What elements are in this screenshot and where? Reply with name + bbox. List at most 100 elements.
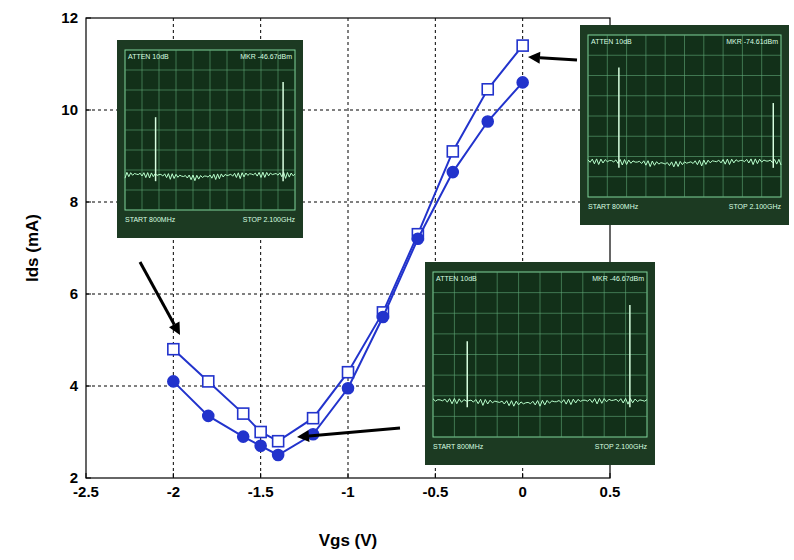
inset-text: ATTEN 10dB xyxy=(128,53,169,60)
inset-grid xyxy=(588,136,781,137)
inset-grid xyxy=(588,55,781,56)
inset-text: ATTEN 10dB xyxy=(436,275,477,282)
axis-title: Ids (mA) xyxy=(23,214,42,282)
data-point xyxy=(203,410,214,421)
tick xyxy=(435,473,436,478)
inset-spike xyxy=(629,305,631,407)
data-point xyxy=(273,450,284,461)
inset-text: MKR -74.61dBm xyxy=(726,38,778,45)
inset-bg xyxy=(117,40,303,238)
tick-label: 0 xyxy=(518,483,526,500)
data-point xyxy=(168,376,179,387)
inset-text: STOP 2.100GHz xyxy=(243,216,296,223)
inset-spike xyxy=(155,117,157,181)
tick-label: 4 xyxy=(70,377,79,394)
inset-grid xyxy=(433,354,647,355)
data-point xyxy=(482,84,493,95)
data-point xyxy=(377,312,388,323)
inset-spike xyxy=(773,103,775,168)
tick-label: 0.5 xyxy=(600,483,621,500)
tick-label: 12 xyxy=(61,9,78,26)
inset-grid xyxy=(433,333,647,334)
tick xyxy=(86,294,91,295)
inset-text: MKR -46.67dBm xyxy=(240,53,292,60)
data-point xyxy=(482,116,493,127)
inset-screen xyxy=(125,50,295,210)
data-point xyxy=(517,77,528,88)
data-point xyxy=(238,408,249,419)
chart: -2.5-2-1.5-1-0.500.524681012Vgs (V)Ids (… xyxy=(0,0,794,560)
arrow-head xyxy=(169,322,180,335)
inset-text: START 800MHz xyxy=(433,443,484,450)
inset-text: STOP 2.100GHz xyxy=(595,443,648,450)
inset-screen xyxy=(588,35,781,197)
tick xyxy=(173,473,174,478)
data-point xyxy=(203,376,214,387)
arrow-head xyxy=(297,430,309,442)
data-point xyxy=(238,431,249,442)
data-point xyxy=(168,344,179,355)
tick xyxy=(522,473,523,478)
arrow xyxy=(309,428,400,436)
spectrum-inset: ATTEN 10dB MKR -74.61dBm START 800MHz STOP … xyxy=(580,25,789,225)
tick-label: 6 xyxy=(70,285,78,302)
inset-grid xyxy=(125,130,295,131)
tick-label: 8 xyxy=(70,193,78,210)
data-point xyxy=(343,383,354,394)
data-point xyxy=(447,167,458,178)
inset-text: START 800MHz xyxy=(588,203,639,210)
spectrum-inset: ATTEN 10dB MKR -46.67dBm START 800MHz STOP … xyxy=(117,40,303,238)
inset-text: ATTEN 10dB xyxy=(591,38,632,45)
inset-grid xyxy=(588,176,781,177)
tick-label: -2 xyxy=(167,483,180,500)
inset-screen xyxy=(433,272,647,437)
tick-label: 2 xyxy=(70,469,78,486)
tick xyxy=(86,386,91,387)
data-point xyxy=(517,40,528,51)
inset-text: START 800MHz xyxy=(125,216,176,223)
inset-trace xyxy=(433,398,647,406)
inset-grid xyxy=(588,75,781,76)
inset-grid xyxy=(433,313,647,314)
data-point xyxy=(343,367,354,378)
inset-grid xyxy=(588,156,781,157)
spectrum-inset: ATTEN 10dB MKR -46.67dBm START 800MHz STOP … xyxy=(425,262,655,465)
data-point xyxy=(447,146,458,157)
tick xyxy=(260,473,261,478)
inset-grid xyxy=(125,110,295,111)
inset-grid xyxy=(433,416,647,417)
inset-trace xyxy=(588,159,781,167)
inset-spike xyxy=(466,341,468,407)
grid-line xyxy=(348,18,349,478)
inset-grid xyxy=(588,116,781,117)
data-point xyxy=(412,233,423,244)
tick-label: -1 xyxy=(341,483,354,500)
inset-grid xyxy=(433,395,647,396)
inset-grid xyxy=(125,150,295,151)
inset-grid xyxy=(125,190,295,191)
inset-text: STOP 2.100GHz xyxy=(729,203,782,210)
inset-bg xyxy=(580,25,789,225)
data-point xyxy=(255,440,266,451)
inset-trace xyxy=(125,172,295,181)
arrow xyxy=(540,58,577,60)
inset-spike xyxy=(282,82,284,181)
inset-grid xyxy=(588,95,781,96)
arrow xyxy=(140,262,174,324)
inset-grid xyxy=(125,90,295,91)
inset-bg xyxy=(425,262,655,465)
inset-text: MKR -46.67dBm xyxy=(592,275,644,282)
data-point xyxy=(308,413,319,424)
inset-grid xyxy=(433,292,647,293)
tick-label: -1.5 xyxy=(248,483,274,500)
data-point xyxy=(255,427,266,438)
tick-label: 10 xyxy=(61,101,78,118)
tick xyxy=(86,202,91,203)
inset-grid xyxy=(125,70,295,71)
tick-label: -0.5 xyxy=(422,483,448,500)
inset-grid xyxy=(433,375,647,376)
tick xyxy=(86,110,91,111)
inset-grid xyxy=(125,170,295,171)
arrow-head xyxy=(528,52,540,64)
axis-title: Vgs (V) xyxy=(319,531,378,550)
